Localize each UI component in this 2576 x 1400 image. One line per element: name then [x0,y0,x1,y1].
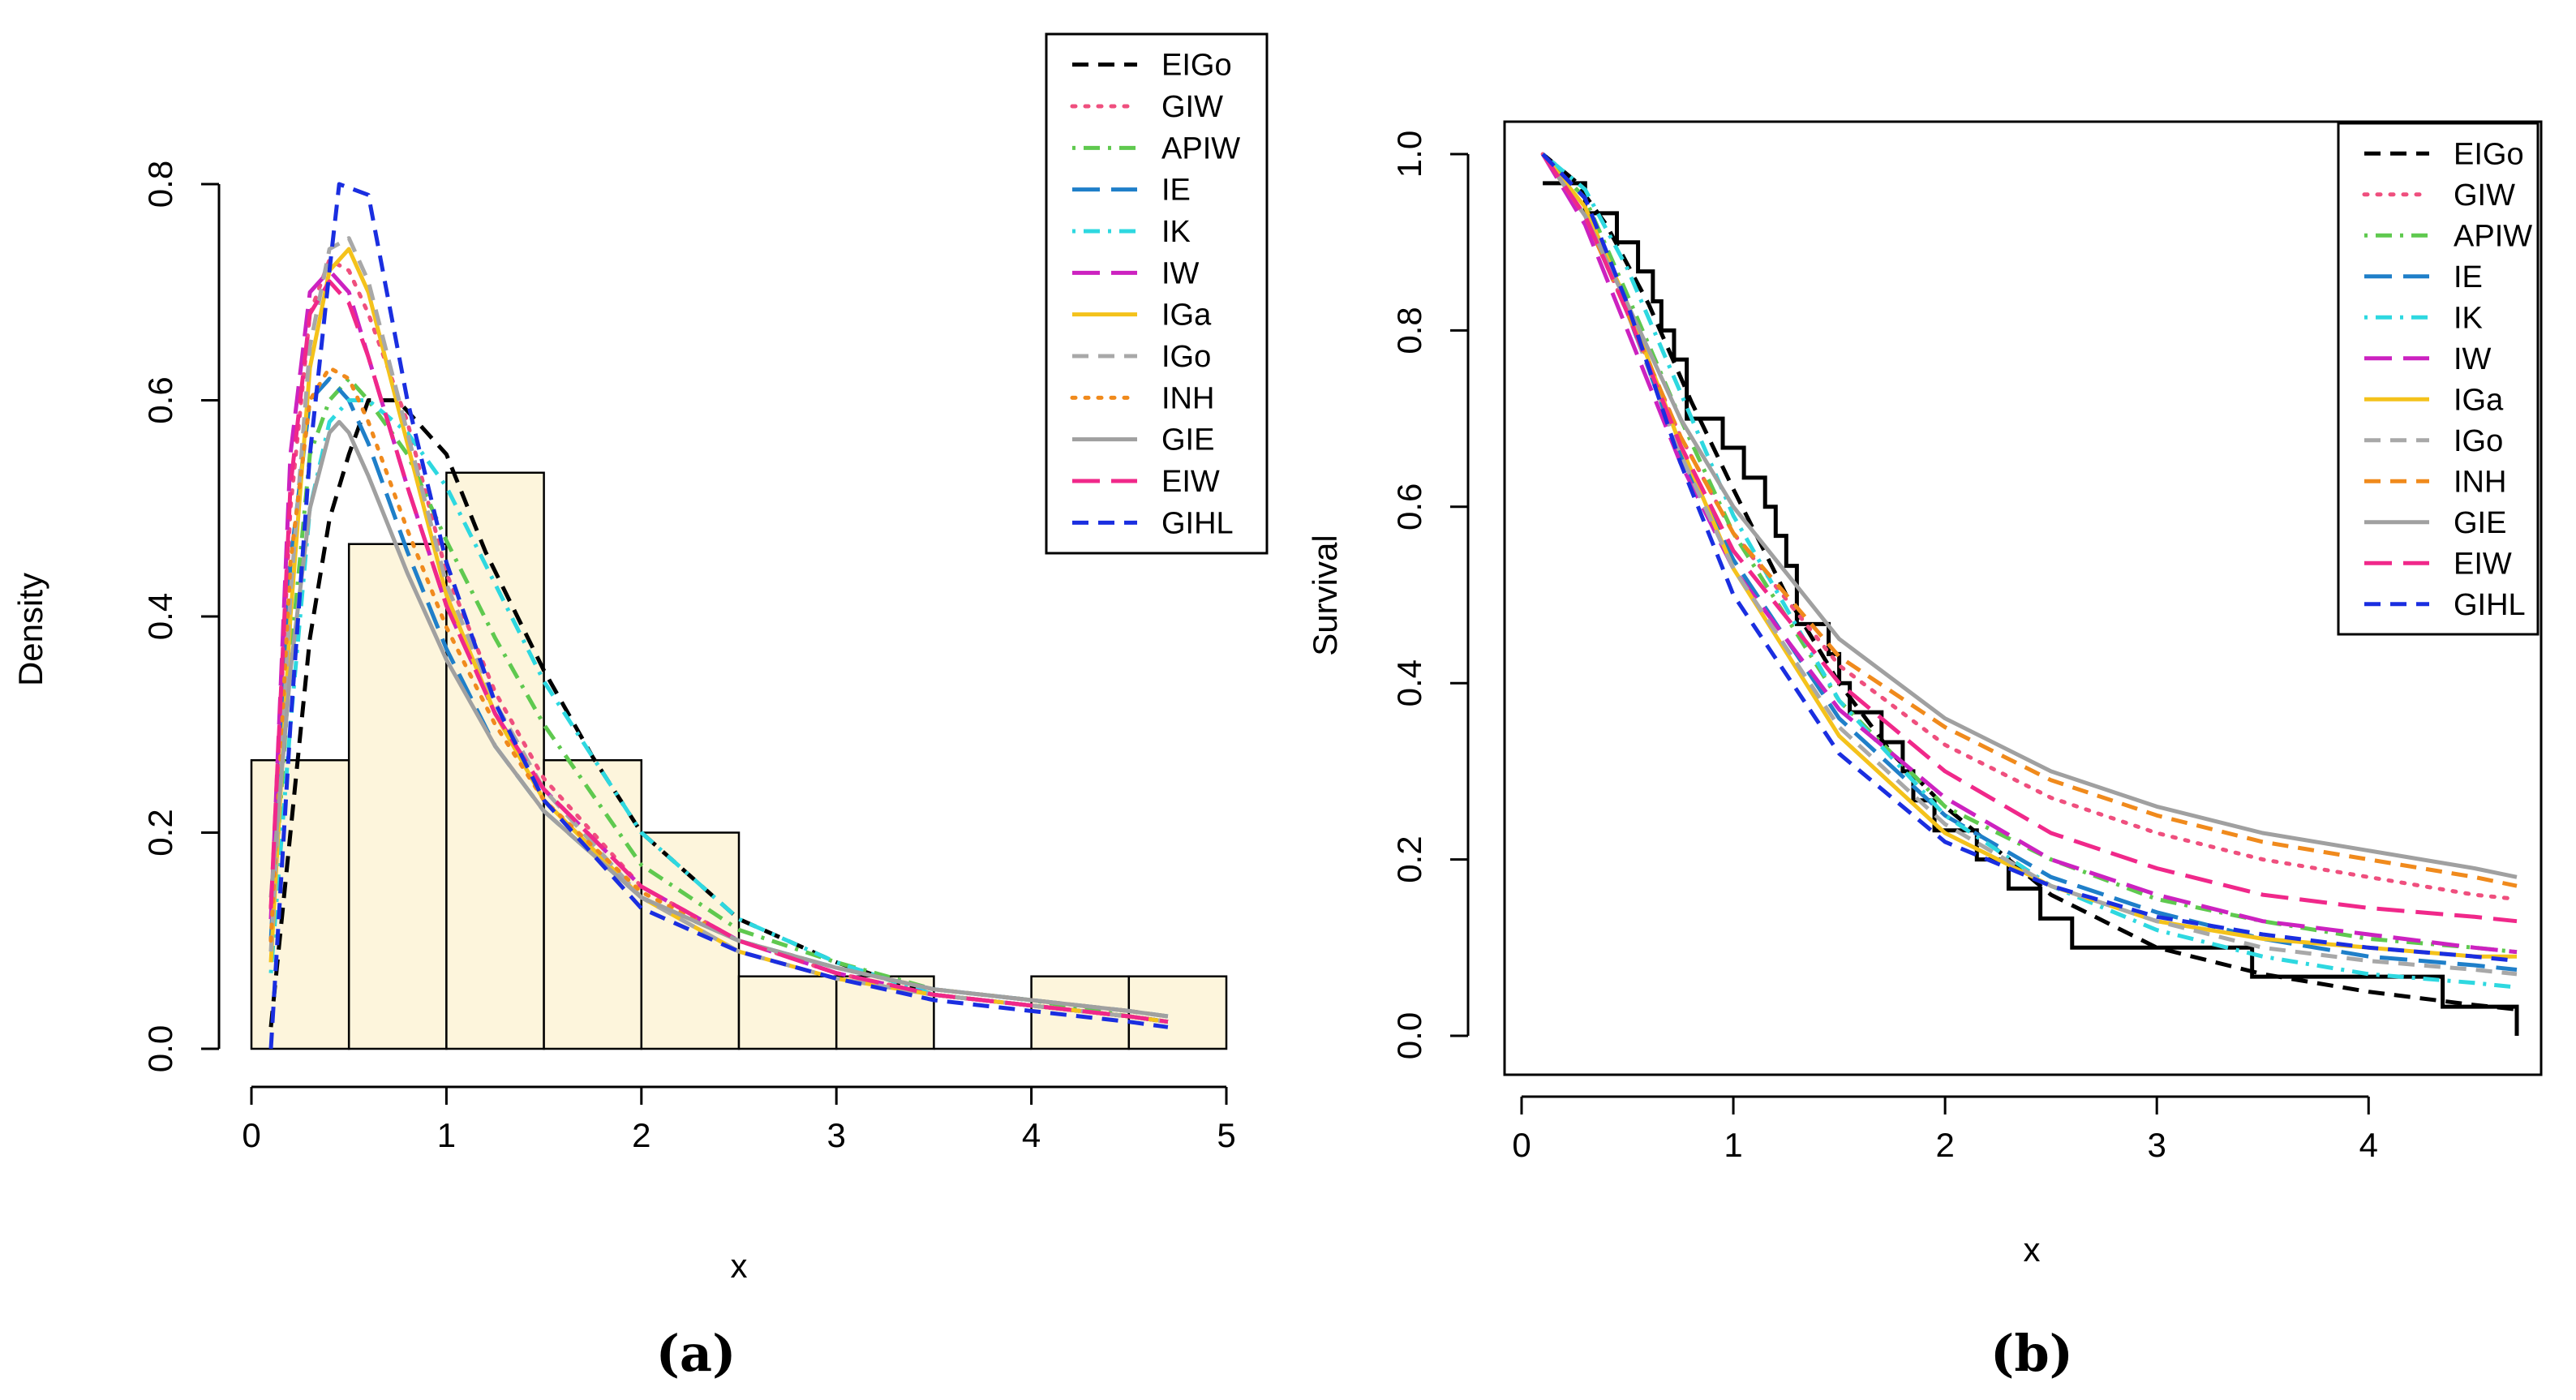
x-axis: 0 1 2 3 4 x [1512,1095,2378,1269]
legend-box [1045,32,1269,555]
series-line-eigo [1541,152,2518,1011]
series-line-iw [1540,152,2518,955]
legend-label: EIW [1161,465,1220,499]
legend-label: GIW [1161,90,1223,124]
y-axis: 0.0 0.2 0.4 0.6 0.8 1.0 Survival [1306,131,1470,1059]
x-tick-label: 1 [437,1116,456,1154]
y-tick-label: 0.8 [141,161,179,208]
legend-label: IW [2454,342,2492,376]
x-tick-label: 1 [1724,1126,1742,1164]
series-line-eigo [268,398,1169,1028]
histogram-bar [640,831,741,1050]
legend-label: APIW [2454,219,2532,253]
legend-label: GIHL [2454,588,2526,622]
x-tick-label: 5 [1217,1116,1235,1154]
y-tick-label: 0.6 [1390,483,1428,530]
legend: EIGo GIW APIW IE IK IW IGa IGo INH GIE EIW GIHL [1045,32,1269,555]
x-axis-label: x [731,1247,748,1285]
legend-label: INH [1161,381,1214,415]
histogram [250,471,1228,1050]
y-axis: 0.0 0.2 0.4 0.6 0.8 Density [11,161,221,1072]
series-lines [1540,152,2519,1011]
panel-b: 0 1 2 3 4 x 0.0 0.2 0.4 0.6 0.8 1.0 Survival EIGo GIW A… [1306,120,2543,1383]
legend-label: IGa [1161,298,1212,333]
y-tick-label: 0.6 [141,376,179,423]
legend-label: IE [2454,260,2483,294]
x-axis-label: x [2024,1230,2041,1269]
series-line-eiw [1541,152,2518,924]
legend-label: IGa [2454,383,2504,417]
series-line-eiw [268,279,1169,1024]
y-tick-label: 0.4 [1390,659,1428,706]
y-tick-label: 0.4 [141,593,179,640]
legend-label: GIE [1161,423,1214,457]
y-tick-label: 0.8 [1390,307,1428,354]
x-tick-label: 0 [242,1116,260,1154]
y-axis-label: Survival [1306,535,1344,655]
legend-label: IW [1161,256,1200,290]
legend-label: IK [1161,215,1191,249]
legend-label: EIGo [2454,137,2524,171]
y-tick-label: 1.0 [1390,131,1428,178]
x-tick-label: 3 [2148,1126,2166,1164]
series-line-gihl [1541,152,2518,964]
x-tick-label: 2 [632,1116,650,1154]
legend-label: IK [2454,301,2483,335]
series-line-igo [268,236,1169,1024]
legend: EIGo GIW APIW IE IK IW IGa IGo INH GIE EIW GIHL [2337,122,2540,636]
legend-label: IGo [1161,340,1211,374]
legend-label: APIW [1161,131,1240,165]
series-line-gie [268,419,1169,1019]
y-axis-label: Density [11,573,49,686]
x-tick-label: 0 [1512,1126,1531,1164]
series-line-apiw [1541,152,2518,955]
series-line-gie [1541,152,2518,879]
y-tick-label: 0.2 [1390,835,1428,883]
legend-label: IGo [2454,424,2503,458]
legend-label: IE [1161,174,1191,208]
legend-label: INH [2454,465,2506,499]
series-line-apiw [268,376,1169,1024]
panel-a: 0 1 2 3 4 5 x 0.0 0.2 0.4 0.6 0.8 Density EIGo GIW APIW… [11,32,1269,1383]
x-tick-label: 2 [1935,1126,1954,1164]
legend-label: GIHL [1161,506,1234,540]
x-tick-label: 3 [827,1116,846,1154]
series-lines [268,182,1170,1050]
series-line-inh [1541,152,2518,888]
x-axis: 0 1 2 3 4 5 x [242,1085,1236,1285]
legend-box [2337,122,2540,636]
histogram-bar [250,758,350,1050]
legend-label: EIGo [1161,49,1232,83]
y-tick-label: 0.0 [141,1025,179,1072]
x-tick-label: 4 [1022,1116,1041,1154]
legend-label: EIW [2454,547,2512,581]
histogram-bar [737,975,838,1050]
series-line-igo [1541,152,2518,977]
plot-frame [1503,120,2543,1076]
histogram-bar [347,543,448,1050]
legend-label: GIW [2454,178,2515,213]
x-tick-label: 4 [2359,1126,2378,1164]
panel-label: (b) [1990,1324,2073,1383]
legend-label: GIE [2454,506,2506,540]
series-line-ik [1541,152,2518,990]
panel-label: (a) [656,1324,736,1383]
y-tick-label: 0.2 [141,809,179,856]
y-tick-label: 0.0 [1390,1012,1428,1059]
